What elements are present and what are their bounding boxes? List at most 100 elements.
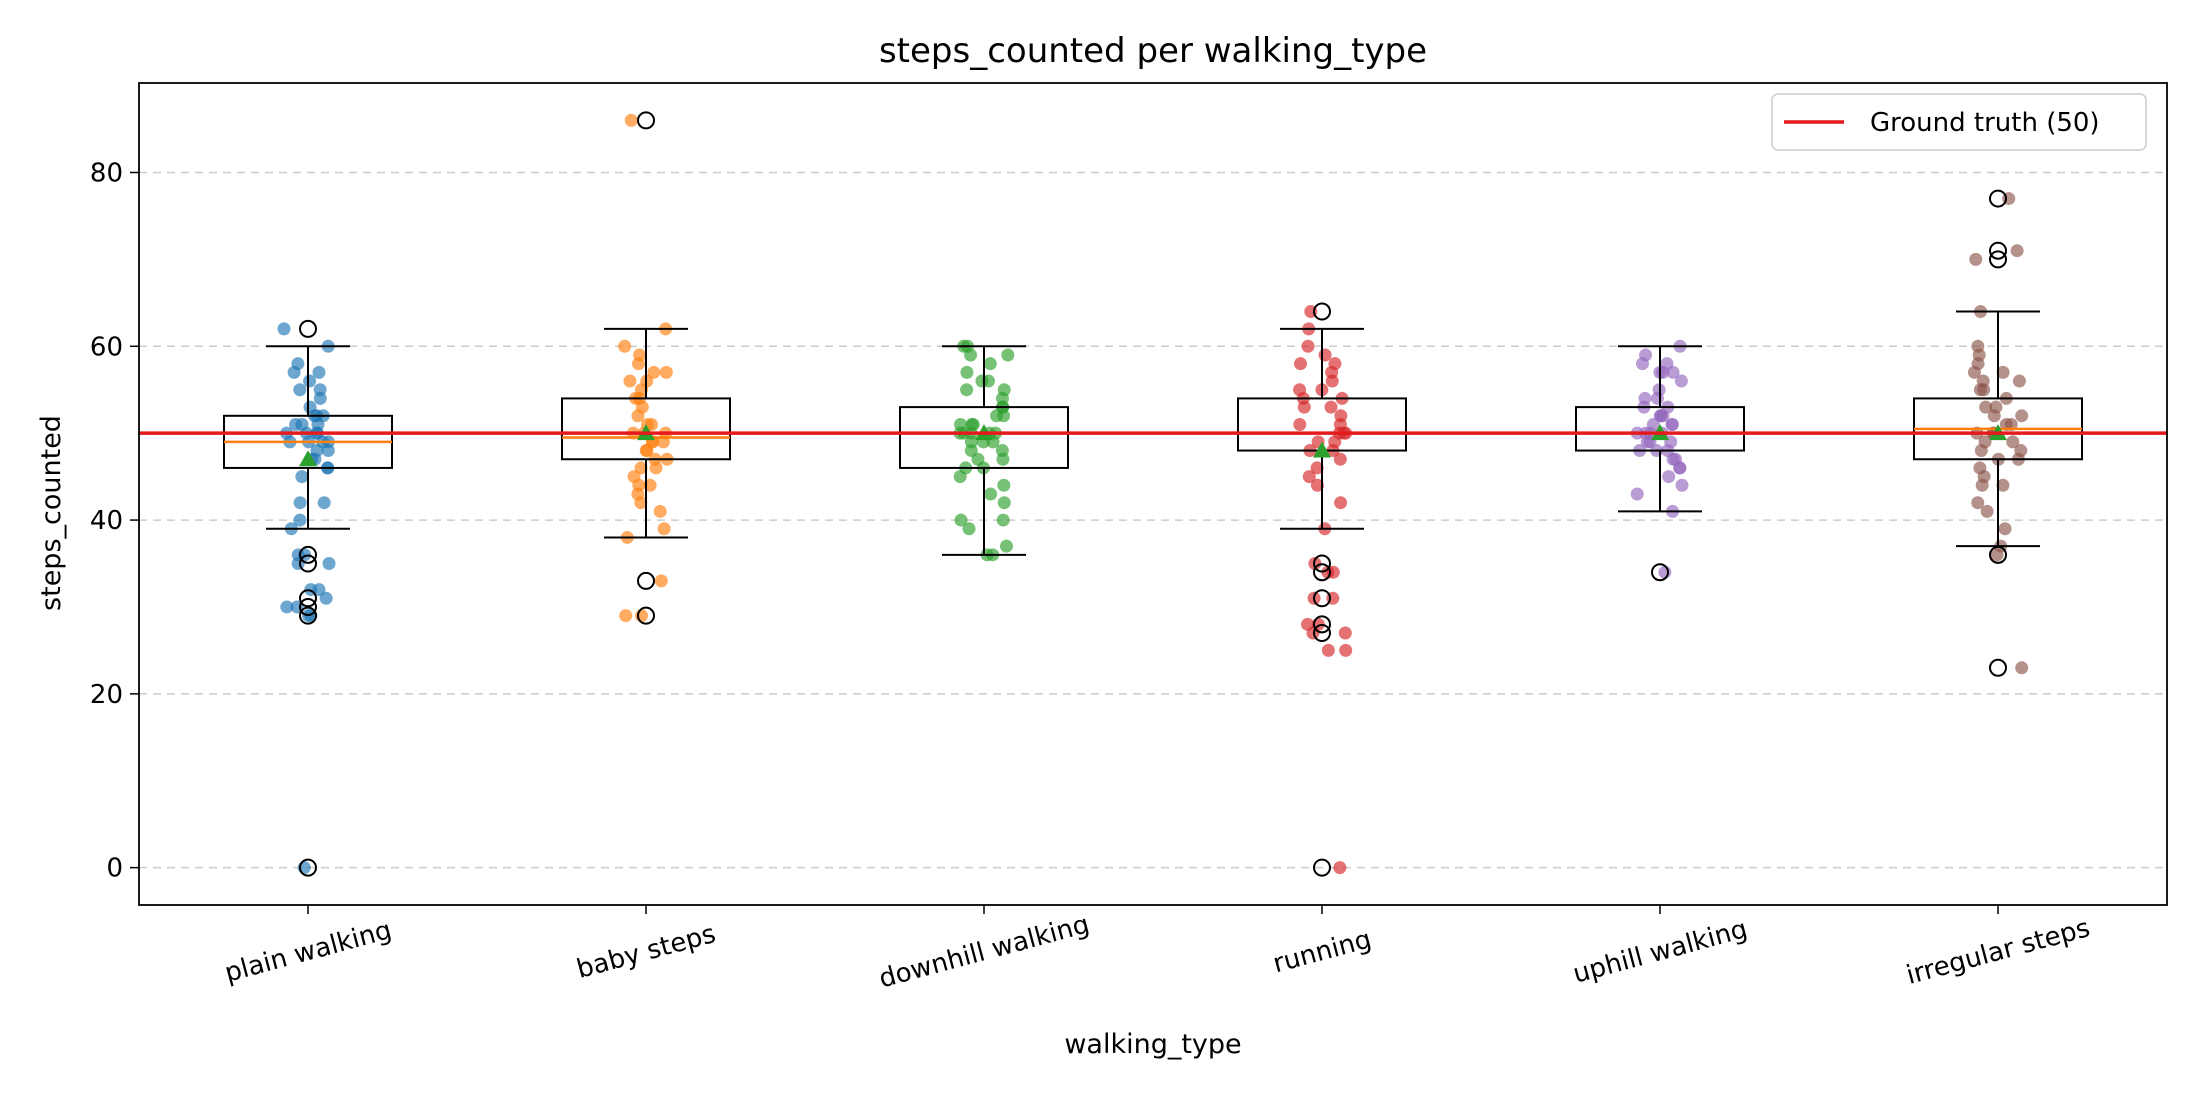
x-tick-label: irregular steps [1903,913,2093,991]
data-point [312,583,326,597]
data-point [319,591,333,605]
outlier-marker [299,589,317,608]
data-point [1333,861,1347,875]
mean-marker [1313,441,1331,458]
data-point [1339,643,1353,657]
data-point [295,470,309,484]
data-point [1310,461,1324,475]
data-point [1301,339,1315,353]
data-point [2010,244,2024,258]
outlier-marker [1989,241,2007,260]
axes-frame [138,82,2168,906]
data-point [1975,478,1989,492]
x-tick-label: baby steps [574,919,719,985]
data-point [1318,348,1332,362]
box-group-plain-walking [223,319,393,877]
data-point [964,348,978,362]
data-point [624,113,638,127]
data-point [657,522,671,536]
plot-area: 0 20 40 60 80 plain walking baby steps downhill… [90,82,2168,994]
data-point [1640,435,1654,449]
data-point [984,487,998,501]
outlier-marker [299,554,317,573]
data-point [1650,391,1664,405]
data-point [1675,478,1689,492]
data-point [619,609,633,623]
data-point [639,444,653,458]
outlier-marker [299,606,317,625]
data-point [990,409,1004,423]
x-tick-label: downhill walking [876,909,1093,994]
data-point [631,409,645,423]
y-tick-label: 60 [90,332,123,362]
data-point [1653,409,1667,423]
data-point [1974,444,1988,458]
data-point [962,522,976,536]
data-point [983,357,997,371]
data-point [313,391,327,405]
outlier-marker [1313,624,1331,643]
data-point [277,322,291,336]
data-point [1635,357,1649,371]
data-point [1980,504,1994,518]
outlier-marker [1313,858,1331,877]
outlier-marker [1989,658,2007,677]
data-point [293,513,307,527]
data-point [291,557,305,571]
data-point [634,496,648,510]
iqr-box [1575,406,1745,452]
data-point [1662,470,1676,484]
box-group-downhill-walking [899,339,1069,562]
data-point [1979,400,1993,414]
legend-label-ground-truth: Ground truth (50) [1870,108,2100,138]
iqr-box [561,397,731,461]
data-point [312,365,326,379]
data-point [647,365,661,379]
box-group-baby-steps [561,111,731,625]
data-point [1333,452,1347,466]
data-point [659,365,673,379]
data-point [2006,435,2020,449]
outlier-marker [299,597,317,616]
data-point [1673,461,1687,475]
data-point [632,357,646,371]
outlier-marker [637,571,655,590]
data-point [1971,496,1985,510]
iqr-box [899,406,1069,469]
y-axis-label: steps_counted [36,415,67,611]
box-group-running [1237,302,1407,877]
outlier-marker [299,319,317,338]
data-point [1996,478,2010,492]
outlier-marker [637,606,655,625]
legend-frame [1771,93,2147,151]
data-point [1293,417,1307,431]
data-point [2015,409,2029,423]
outlier-marker [1313,302,1331,321]
x-tick-label: running [1270,924,1375,979]
data-point [1666,365,1680,379]
data-point [280,600,294,614]
data-point [960,383,974,397]
outlier-marker [1651,563,1669,582]
mean-marker [299,450,317,467]
data-point [634,461,648,475]
y-tick-label: 40 [90,506,123,536]
box-group-uphill-walking [1575,339,1745,582]
data-point [1630,487,1644,501]
data-point [1338,626,1352,640]
data-point [322,557,336,571]
outlier-marker [1989,250,2007,269]
x-tick-label: uphill walking [1570,914,1751,989]
data-point [1658,565,1672,579]
outlier-marker [1989,189,2007,208]
data-point [635,609,649,623]
x-axis-label: walking_type [1064,1029,1241,1060]
outlier-marker [1313,589,1331,608]
box-group-irregular-steps [1913,189,2083,677]
data-point [1306,626,1320,640]
data-point [1665,417,1679,431]
data-point [2012,374,2026,388]
data-point [996,513,1010,527]
